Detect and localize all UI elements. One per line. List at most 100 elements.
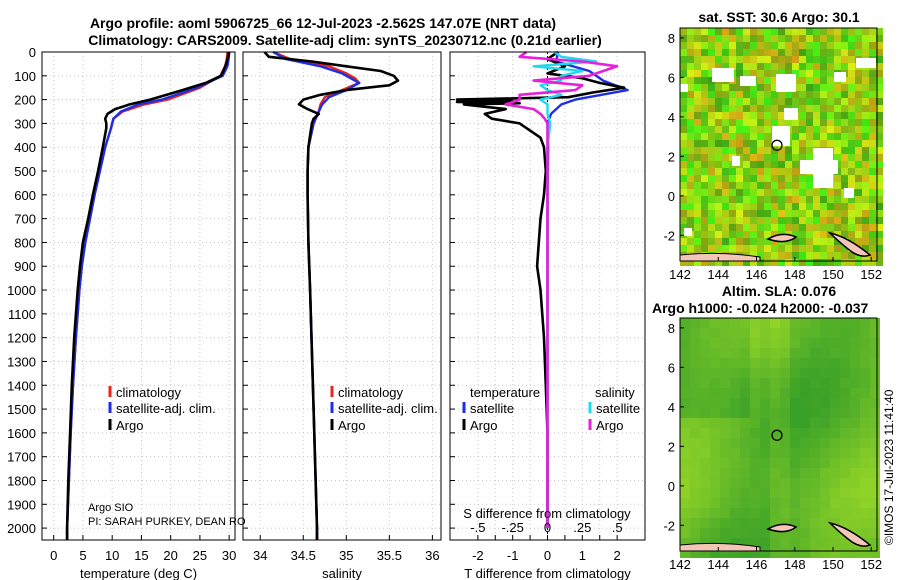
map-cell — [736, 42, 743, 49]
map-cell — [730, 528, 740, 538]
map-cell — [792, 63, 799, 70]
map-cell — [760, 358, 770, 368]
map-cell — [764, 112, 771, 119]
cloud-gap — [844, 188, 854, 198]
map-cell — [855, 77, 862, 84]
map-cell — [785, 196, 792, 203]
map-cell — [730, 498, 740, 508]
map-cell — [810, 408, 820, 418]
map-cell — [790, 488, 800, 498]
map-cell — [730, 548, 740, 558]
map-cell — [792, 203, 799, 210]
map-cell — [876, 196, 883, 203]
map-cell — [876, 42, 883, 49]
map-cell — [680, 119, 687, 126]
map-cell — [690, 528, 700, 538]
map-cell — [799, 42, 806, 49]
map-cell — [771, 105, 778, 112]
map-cell — [750, 49, 757, 56]
map-cell — [715, 42, 722, 49]
map-cell — [715, 154, 722, 161]
map-cell — [827, 77, 834, 84]
map-cell — [778, 210, 785, 217]
map-cell — [722, 105, 729, 112]
map-cell — [855, 196, 862, 203]
legend-label: Argo — [116, 418, 143, 433]
credit-pi: PI: SARAH PURKEY, DEAN RO — [88, 516, 246, 528]
map-cell — [813, 112, 820, 119]
map-cell — [840, 548, 850, 558]
map-cell — [860, 388, 870, 398]
map-cell — [743, 210, 750, 217]
map-cell — [687, 49, 694, 56]
map-cell — [770, 348, 780, 358]
map-cell — [701, 168, 708, 175]
map-cell — [690, 398, 700, 408]
legend-title-temperature: temperature — [470, 385, 540, 400]
map-cell — [710, 528, 720, 538]
map-cell — [862, 203, 869, 210]
map-cell — [790, 498, 800, 508]
map-cell — [834, 203, 841, 210]
map-cell — [790, 408, 800, 418]
map-cell — [860, 468, 870, 478]
map-cell — [708, 42, 715, 49]
y-tick-label: 2000 — [7, 521, 36, 536]
map-cell — [690, 418, 700, 428]
map-cell — [708, 126, 715, 133]
map-cell — [860, 408, 870, 418]
map-cell — [869, 196, 876, 203]
map-cell — [736, 238, 743, 245]
map-cell — [813, 49, 820, 56]
map-cell — [806, 252, 813, 259]
map-cell — [799, 105, 806, 112]
map-cell — [710, 348, 720, 358]
map-cell — [785, 63, 792, 70]
map-cell — [876, 238, 883, 245]
map-cell — [743, 259, 750, 266]
map-cell — [730, 468, 740, 478]
map-cell — [810, 328, 820, 338]
map-cell — [806, 98, 813, 105]
map-cell — [770, 468, 780, 478]
map-cell — [790, 448, 800, 458]
map-cell — [820, 338, 830, 348]
map-cell — [687, 245, 694, 252]
map-cell — [680, 42, 687, 49]
map-cell — [694, 210, 701, 217]
map-cell — [830, 508, 840, 518]
map-cell — [806, 84, 813, 91]
map-cell — [750, 428, 760, 438]
map-cell — [764, 56, 771, 63]
map-cell — [862, 245, 869, 252]
x-tick-label: 146 — [746, 557, 768, 572]
map-cell — [827, 70, 834, 77]
map-cell — [743, 140, 750, 147]
map-cell — [820, 358, 830, 368]
map-cell — [708, 105, 715, 112]
map-cell — [785, 161, 792, 168]
map-cell — [778, 189, 785, 196]
map-cell — [862, 42, 869, 49]
map-cell — [876, 84, 883, 91]
x-tick-label: 34.5 — [291, 548, 316, 563]
map-cell — [743, 63, 750, 70]
map-cell — [687, 56, 694, 63]
map-cell — [729, 224, 736, 231]
map-cell — [850, 318, 860, 328]
map-cell — [757, 126, 764, 133]
map-cell — [700, 348, 710, 358]
map-cell — [855, 147, 862, 154]
map-cell — [740, 538, 750, 548]
map-cell — [810, 458, 820, 468]
map-cell — [869, 35, 876, 42]
map-cell — [771, 63, 778, 70]
map-cell — [771, 112, 778, 119]
map-cell — [862, 126, 869, 133]
map-cell — [850, 448, 860, 458]
map-cell — [869, 259, 876, 266]
map-cell — [834, 35, 841, 42]
map-cell — [806, 259, 813, 266]
map-cell — [855, 224, 862, 231]
map-cell — [792, 140, 799, 147]
